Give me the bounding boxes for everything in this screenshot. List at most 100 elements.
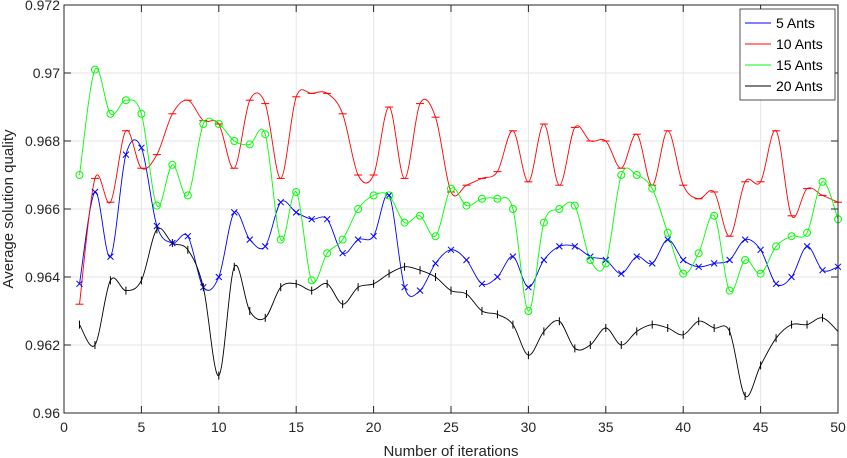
5-ants-point [695,263,703,271]
15-ants-point [137,109,146,118]
x-marker-stroke [509,253,517,260]
5-ants-point [416,287,424,294]
x-marker-stroke [432,260,439,267]
15-ants-point [648,184,657,193]
x-tick-label: 30 [521,419,537,435]
x-marker-stroke [184,232,192,240]
15-ants-point [725,286,734,295]
15-ants-point [183,191,192,200]
15-ants-point [756,269,765,278]
x-marker-stroke [478,280,486,288]
x-tick-label: 15 [288,419,304,435]
5-ants-point [803,243,811,250]
legend-label: 10 Ants [776,36,823,52]
5-ants-point [401,283,408,291]
x-marker-stroke [695,263,703,271]
5-ants-point [277,198,285,206]
x-tick-label: 25 [443,419,459,435]
x-marker-stroke [292,209,300,216]
15-ants-point [121,96,130,105]
15-ants-point [230,137,239,145]
5-ants-point [138,144,145,152]
x-marker-stroke [308,215,316,223]
15-ants-point [168,160,177,169]
x-marker-stroke [571,243,579,250]
y-tick-label: 0.972 [25,0,60,13]
15-ants-point [462,201,471,210]
x-marker-stroke [215,273,223,281]
x-marker-stroke [122,151,130,158]
5-ants-point [246,236,254,243]
x-axis-label: Number of iterations [383,443,518,458]
x-tick-label: 0 [60,419,68,435]
y-tick-label: 0.97 [33,65,60,81]
x-marker-stroke [277,198,285,206]
x-marker-stroke [230,209,238,216]
5-ants-point [215,273,223,281]
15-ants-point [570,201,579,210]
15-ants-point [323,249,332,258]
x-marker-stroke [370,232,377,240]
5-ants-point [478,280,486,288]
5-ants-point [494,273,501,281]
5-ants-point [772,280,780,288]
15-ants-point [385,191,394,200]
15-ants-point [214,120,223,128]
5-ants-point [385,192,393,199]
x-marker-stroke [664,236,672,243]
x-marker-stroke [556,243,563,250]
5-ants-point [819,266,826,274]
marker-group [75,65,842,400]
5-ants-point [571,243,579,250]
x-marker-stroke [741,236,749,243]
5-ants-point [525,283,532,291]
15-ants-point [354,205,363,213]
x-marker-stroke [447,246,455,254]
y-tick-label: 0.962 [25,337,60,353]
x-marker-stroke [76,280,83,288]
15-ants-point [90,65,99,74]
legend-item-5-ants: 5 Ants [745,15,815,31]
15-ants-point [152,201,161,210]
15-ants-point [818,177,827,186]
y-tick-label: 0.966 [25,201,60,217]
15-ants-point [710,211,719,220]
15-ants-point [741,256,750,264]
5-ants-point [354,236,362,243]
5-ants-point [679,256,687,264]
x-tick-label: 20 [366,419,382,435]
legend-label: 5 Ants [776,15,815,31]
x-marker-stroke [401,283,408,291]
x-marker-stroke [494,273,501,281]
15-ants-point [477,194,486,203]
x-tick-label: 35 [598,419,614,435]
15-ants-point [338,235,347,244]
5-ants-point [107,253,114,260]
15-ants-point [400,218,409,227]
x-marker-stroke [354,236,362,243]
5-ants-point [339,249,346,257]
5-ants-point [432,260,439,267]
15-ants-point [106,109,115,118]
15-ants-point [772,242,781,251]
x-marker-stroke [757,246,764,254]
15-ants-point [586,256,595,264]
15-ants-point [679,269,688,278]
15-ants-point [261,130,270,139]
20-ants-line [79,227,839,398]
x-marker-stroke [726,256,733,264]
y-axis-label: Average solution quality [0,129,17,288]
5-ants-point [788,273,795,281]
x-marker-stroke [385,192,393,199]
x-tick-label: 50 [830,419,846,435]
x-tick-label: 40 [675,419,691,435]
15-ants-point [75,171,84,179]
legend-item-20-ants: 20 Ants [745,78,823,94]
5-ants-point [556,243,563,250]
x-marker-stroke [525,283,532,291]
y-tick-labels: 0.96 0.962 0.964 0.966 0.968 0.97 0.972 [25,0,60,421]
y-tick-label: 0.968 [25,133,60,149]
5-ants-point [447,246,455,254]
x-marker-stroke [91,188,99,196]
